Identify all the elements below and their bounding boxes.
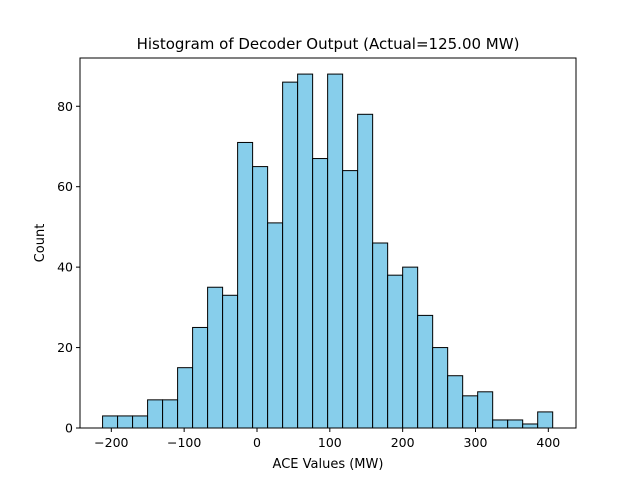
histogram-bar (537, 411, 554, 429)
x-tick-label: 200 (391, 435, 415, 450)
histogram-bar (492, 419, 509, 429)
histogram-bar (342, 170, 359, 429)
histogram-bar (312, 158, 329, 429)
histogram-bar (192, 326, 209, 429)
x-tick-label: 100 (318, 435, 342, 450)
histogram-bar (132, 415, 149, 429)
y-axis: 0 20 40 60 80 (57, 99, 80, 436)
chart-title: Histogram of Decoder Output (Actual=125.… (137, 35, 520, 53)
histogram-bar (267, 222, 284, 429)
histogram-bar (522, 423, 539, 429)
histogram-bar (372, 242, 389, 429)
y-tick-label: 40 (57, 260, 73, 275)
y-tick-label: 20 (57, 340, 73, 355)
histogram-bar (432, 347, 449, 429)
plot-frame (79, 57, 577, 429)
histogram-bar (177, 367, 194, 429)
histogram-bar (327, 73, 344, 429)
y-tick-label: 0 (65, 421, 73, 436)
y-tick-label: 80 (57, 99, 73, 114)
x-tick-label: 300 (464, 435, 488, 450)
x-tick-label: 0 (253, 435, 261, 450)
histogram-bar (117, 415, 134, 429)
histogram-bar (282, 81, 299, 429)
histogram-bar (207, 286, 224, 429)
histogram-bar (237, 141, 254, 429)
x-axis-label: ACE Values (MW) (273, 457, 384, 472)
x-axis: −200 −100 0 100 200 300 400 (94, 428, 560, 450)
x-tick-label: −100 (167, 435, 201, 450)
histogram-bar (477, 391, 494, 429)
histogram-bar (462, 395, 479, 429)
histogram-bar (147, 399, 164, 429)
histogram-bar (417, 314, 434, 429)
y-tick-label: 60 (57, 179, 73, 194)
bars (102, 73, 554, 429)
x-tick-label: 400 (536, 435, 560, 450)
histogram-bar (162, 399, 179, 429)
histogram-bar (222, 294, 239, 429)
histogram-bar (297, 73, 314, 429)
x-tick-label: −200 (94, 435, 128, 450)
histogram-bar (507, 419, 524, 429)
histogram-bar (102, 415, 119, 429)
histogram-bar (447, 375, 464, 429)
histogram-bar (252, 166, 269, 429)
histogram-bar (402, 266, 419, 429)
histogram-bar (357, 113, 374, 429)
histogram-bar (387, 274, 404, 429)
y-axis-label: Count (33, 224, 48, 263)
